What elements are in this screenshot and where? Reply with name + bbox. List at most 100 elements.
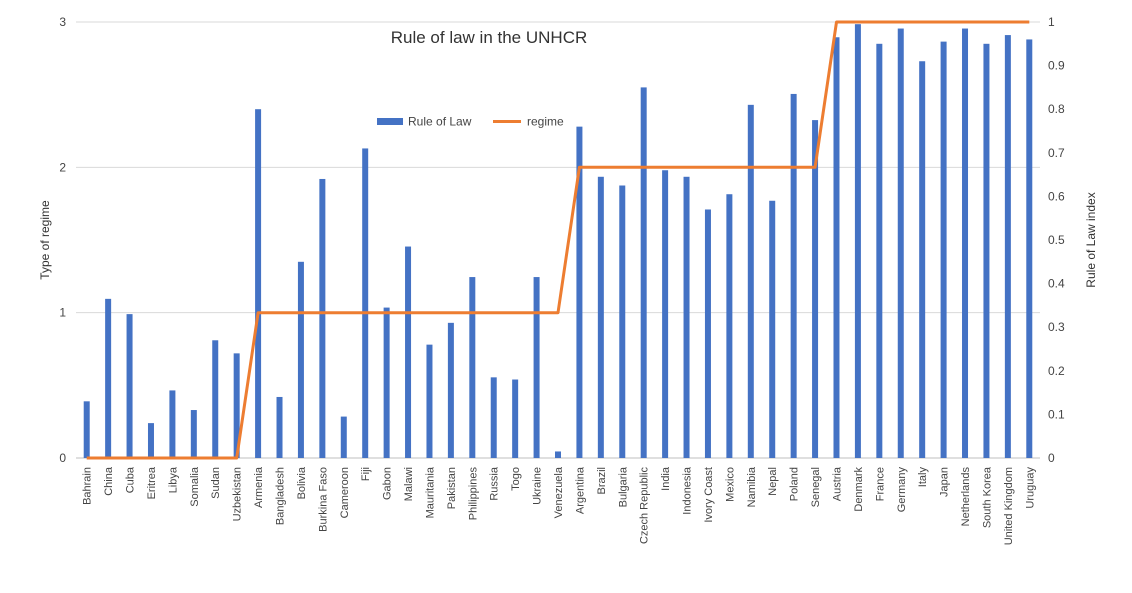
bar — [426, 344, 433, 458]
category-label: Bolivia — [296, 466, 308, 499]
category-label: Bulgaria — [617, 466, 629, 507]
bar — [212, 340, 219, 458]
bar — [340, 416, 347, 458]
bar — [83, 401, 90, 458]
right-tick-label: 0.8 — [1048, 102, 1065, 116]
category-label: Netherlands — [960, 467, 972, 527]
category-label: Italy — [917, 467, 929, 488]
bar — [233, 353, 240, 458]
bar — [276, 396, 283, 458]
legend-swatch-rule-of-law — [377, 118, 403, 125]
category-label: Cameroon — [339, 467, 351, 518]
bar — [640, 87, 647, 459]
bar — [833, 37, 840, 458]
bar-series — [83, 24, 1033, 459]
category-label: Uruguay — [1024, 467, 1036, 509]
bar — [704, 209, 711, 458]
category-label: Bangladesh — [275, 467, 287, 525]
bar — [597, 176, 604, 458]
bar — [383, 307, 390, 458]
bar — [469, 277, 476, 458]
bar — [512, 379, 519, 458]
category-label: Malawi — [403, 467, 415, 501]
left-tick-label: 2 — [59, 160, 66, 174]
bar — [362, 148, 369, 458]
bar — [747, 104, 754, 458]
bar — [319, 178, 326, 458]
right-tick-label: 0.6 — [1048, 189, 1065, 203]
bar — [683, 176, 690, 458]
category-label: Nepal — [767, 467, 779, 496]
right-axis-ticks: 0 0.1 0.2 0.3 0.4 0.5 0.6 0.7 0.8 0.9 1 — [1048, 15, 1065, 465]
category-label: Cuba — [125, 466, 137, 493]
bar — [1004, 35, 1011, 459]
right-tick-label: 0.4 — [1048, 277, 1065, 291]
category-label: Ukraine — [532, 467, 544, 505]
category-label: Argentina — [574, 466, 586, 514]
category-label: South Korea — [981, 466, 993, 528]
bar — [983, 43, 990, 459]
category-label: Brazil — [596, 467, 608, 495]
bar — [919, 61, 926, 459]
category-label: Bahrain — [82, 467, 94, 505]
bar — [255, 109, 262, 458]
category-label: India — [660, 466, 672, 491]
bar — [897, 28, 904, 458]
left-axis-ticks: 0 1 2 3 — [59, 15, 66, 465]
category-label: Mauritania — [424, 466, 436, 518]
category-label: Japan — [939, 467, 951, 497]
bar — [405, 246, 412, 458]
line-series — [86, 20, 1030, 460]
bar — [940, 41, 947, 459]
bar — [147, 423, 154, 458]
bar — [169, 390, 176, 458]
right-tick-label: 1 — [1048, 15, 1055, 29]
category-label: Fiji — [360, 467, 372, 481]
right-axis-title: Rule of Law index — [1084, 192, 1098, 287]
bar — [726, 194, 733, 458]
category-label: Philippines — [467, 467, 479, 521]
category-label: Sudan — [210, 467, 222, 499]
category-label: Libya — [167, 466, 179, 493]
right-tick-label: 0.9 — [1048, 59, 1065, 73]
category-label: Namibia — [746, 466, 758, 507]
bar — [790, 93, 797, 458]
category-label: Eritrea — [146, 466, 158, 499]
category-label: Denmark — [853, 467, 865, 512]
category-label: Russia — [489, 466, 501, 501]
left-tick-label: 0 — [59, 451, 66, 465]
bar — [812, 120, 819, 458]
category-label: Togo — [510, 467, 522, 491]
category-label: United Kingdom — [1003, 467, 1015, 545]
chart-title: Rule of law in the UNHCR — [391, 28, 588, 47]
bar — [190, 410, 197, 458]
category-label: Gabon — [382, 467, 394, 500]
bar — [576, 126, 583, 458]
bar — [126, 314, 133, 458]
bar — [297, 261, 304, 458]
category-label: Venezuela — [553, 466, 565, 518]
bar — [854, 24, 861, 459]
right-tick-label: 0.3 — [1048, 320, 1065, 334]
bar — [447, 322, 454, 458]
right-tick-label: 0.2 — [1048, 364, 1065, 378]
bar — [876, 43, 883, 459]
right-tick-label: 0.1 — [1048, 407, 1065, 421]
category-label: Austria — [831, 466, 843, 501]
category-label: Indonesia — [682, 466, 694, 515]
category-label: France — [874, 467, 886, 501]
category-label: Germany — [896, 467, 908, 513]
bar — [490, 377, 497, 458]
category-labels: Bahrain China Cuba Eritrea Libya Somalia Sudan… — [82, 466, 1037, 545]
category-label: China — [103, 466, 115, 496]
bar — [1026, 39, 1033, 458]
category-label: Mexico — [724, 467, 736, 502]
left-axis-title: Type of regime — [38, 200, 52, 280]
category-label: Burkina Faso — [317, 467, 329, 532]
bar — [533, 277, 540, 458]
category-label: Senegal — [810, 467, 822, 507]
right-tick-label: 0 — [1048, 451, 1055, 465]
bar — [662, 170, 669, 459]
